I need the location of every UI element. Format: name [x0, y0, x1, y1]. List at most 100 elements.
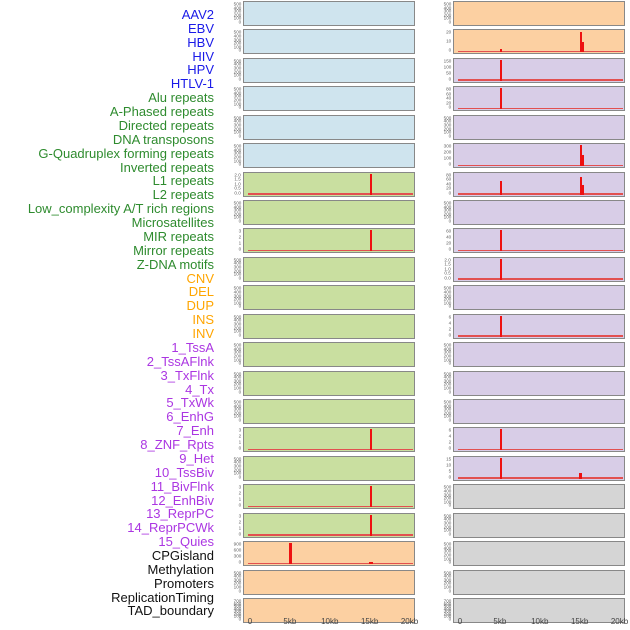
y-axis-tick-label: 3 [238, 228, 241, 234]
y-axis-tick-label: 100 [443, 15, 451, 21]
y-axis-tick-label: 400 [443, 573, 451, 579]
y-axis-tick-label: 200 [443, 353, 451, 359]
y-axis-tick-label: 20 [445, 185, 451, 191]
track-panel-l1-repeats [243, 342, 415, 368]
y-axis-tick-label: 300 [443, 207, 451, 213]
track-label-promoters: Promoters [154, 575, 214, 591]
y-axis-tick-label: 600 [233, 547, 241, 553]
track-label-ebv: EBV [187, 20, 214, 36]
y-axis-tick-label: 200 [233, 12, 241, 18]
signal-spike [579, 145, 582, 167]
signal-baseline [458, 250, 623, 252]
y-axis-tick-label: 2 [238, 234, 241, 240]
y-axis-tick-label: 20 [445, 240, 451, 246]
y-axis-tick-label: 0 [448, 474, 451, 480]
signal-baseline [458, 79, 623, 81]
y-axis-tick-label: 0 [238, 445, 241, 451]
y-axis-tick-label: 500 [233, 399, 241, 405]
y-axis-tick-label: 10 [445, 38, 451, 44]
track-label-8-znf-rpts: 8_ZNF_Rpts [140, 437, 214, 453]
y-axis-tick-label: 400 [443, 606, 451, 612]
y-axis-tick-label: 60 [445, 228, 451, 234]
y-axis-tick-label: 2 [238, 490, 241, 496]
signal-spike [579, 176, 582, 195]
y-axis-tick-label: 300 [443, 406, 451, 412]
signal-spike [499, 429, 502, 451]
signal-spike [499, 49, 502, 53]
y-axis-tick-label: 3 [238, 513, 241, 519]
y-axis-tick-label: 100 [443, 129, 451, 135]
y-axis-tick-label: 700 [233, 598, 241, 604]
y-axis-tick-label: 100 [233, 470, 241, 476]
signal-spike [369, 173, 372, 195]
y-axis-tick-label: 300 [233, 65, 241, 71]
y-axis-tick-label: 40 [445, 181, 451, 187]
track-panel-mirror-repeats [243, 484, 415, 510]
x-axis-tick-label: 10kb [531, 617, 549, 626]
y-axis-tick-label: 1 [238, 240, 241, 246]
y-axis-tick-label: 0 [238, 161, 241, 167]
y-axis-tick-label: 100 [233, 214, 241, 220]
y-axis-tick-label: 0 [448, 417, 451, 423]
y-axis-tick-label: 400 [233, 147, 241, 153]
y-axis-tick-label: 4 [448, 320, 451, 326]
y-axis-tick-label: 1 [238, 496, 241, 502]
y-axis-tick-label: 0 [238, 588, 241, 594]
y-axis-tick-label: 300 [233, 321, 241, 327]
track-panel-10-tssbiv [453, 313, 625, 339]
y-axis-tick-label: 0 [238, 104, 241, 110]
y-axis-tick-label: 80 [445, 86, 451, 92]
y-axis-tick-label: 500 [233, 342, 241, 348]
track-label-cpgisland: CPGisland [151, 548, 214, 563]
track-label-a-phased-repeats: A-Phased repeats [109, 104, 214, 120]
track-panel-mir-repeats [243, 455, 415, 481]
track-label-1-tssa: 1_TssA [171, 339, 214, 355]
y-axis-tick-label: 200 [233, 353, 241, 359]
y-axis-tick-label: 1.0 [444, 266, 451, 272]
track-panel-inverted-repeats [243, 313, 415, 339]
track-panel-del [243, 569, 415, 595]
signal-baseline [458, 193, 623, 195]
y-axis-tick-label: 80 [445, 172, 451, 178]
signal-spike [368, 561, 373, 565]
y-axis-tick-label: 100 [233, 613, 241, 619]
y-axis-tick-label: 0 [238, 360, 241, 366]
y-axis-tick-label: 100 [233, 129, 241, 135]
y-axis-tick-label: 200 [443, 126, 451, 132]
track-label-mir-repeats: MIR repeats [143, 228, 214, 244]
signal-baseline [248, 505, 413, 508]
y-axis-tick-label: 200 [233, 580, 241, 586]
y-axis-tick-label: 400 [443, 289, 451, 295]
y-axis-tick-label: 500 [233, 86, 241, 92]
signal-baseline [458, 51, 623, 53]
y-axis-tick-label: 1.5 [234, 176, 241, 182]
y-axis-tick-label: 400 [233, 403, 241, 409]
y-axis-tick-label: 300 [233, 378, 241, 384]
y-axis-tick-label: 400 [233, 346, 241, 352]
signal-spike [499, 230, 502, 252]
track-label-z-dna-motifs: Z-DNA motifs [136, 256, 214, 272]
y-axis-tick-label: 15 [445, 456, 451, 462]
y-axis-tick-label: 0 [448, 218, 451, 224]
signal-spike [499, 180, 502, 195]
signal-spike [499, 59, 503, 81]
y-axis-tick-label: 40 [445, 95, 451, 101]
y-axis-tick-label: 400 [233, 374, 241, 380]
y-axis-tick-label: 500 [233, 257, 241, 263]
track-panel-9-het [453, 285, 625, 311]
y-axis-tick-label: 6 [448, 314, 451, 320]
track-label-hbv: HBV [187, 34, 214, 50]
y-axis-tick-label: 300 [233, 8, 241, 14]
y-axis-tick-label: 100 [233, 300, 241, 306]
x-axis-tick-label: 5kb [283, 617, 297, 626]
y-axis-tick-label: 300 [443, 349, 451, 355]
track-panel-8-znf-rpts [453, 256, 625, 282]
y-axis-tick-label: 500 [233, 456, 241, 462]
y-axis-tick-label: 400 [443, 488, 451, 494]
y-axis-tick-label: 200 [443, 211, 451, 217]
y-axis-tick-label: 300 [233, 406, 241, 412]
signal-baseline [458, 107, 623, 110]
signal-spike [499, 88, 503, 110]
track-label-del: DEL [188, 284, 214, 300]
